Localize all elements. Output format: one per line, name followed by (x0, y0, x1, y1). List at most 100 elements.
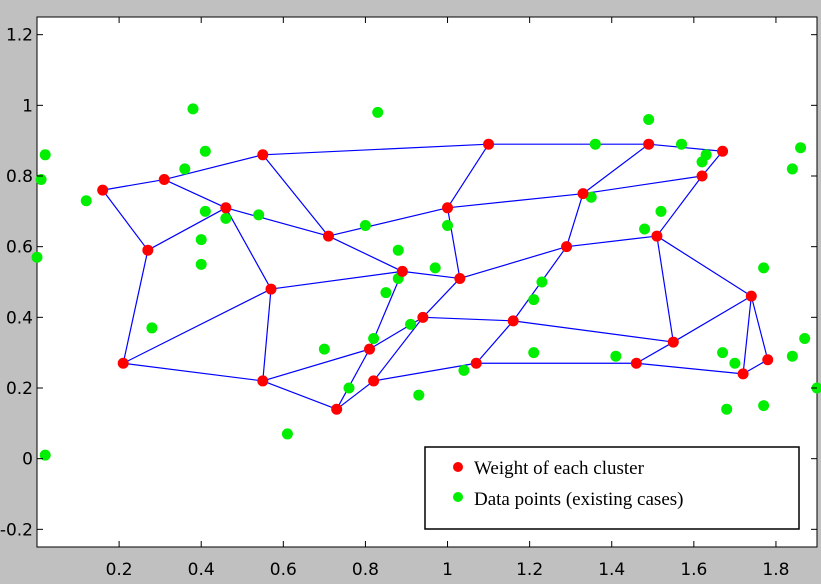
data-point-12 (253, 209, 265, 221)
edge-30 (262, 154, 329, 237)
weight-point-26 (470, 357, 482, 369)
weight-point-12 (117, 357, 129, 369)
edge-33 (336, 348, 371, 410)
x-tick-label-3: 0.8 (352, 560, 379, 580)
edge-41 (475, 320, 514, 364)
data-point-27 (528, 294, 540, 306)
edge-14 (566, 235, 657, 248)
data-point-29 (528, 347, 540, 359)
data-point-20 (392, 244, 404, 256)
y-tick-label-2: 0.2 (6, 379, 33, 399)
data-point-13 (146, 322, 158, 334)
edge-27 (164, 178, 227, 209)
weight-point-7 (220, 202, 232, 214)
y-tick-label-5: 0.8 (6, 167, 33, 187)
x-tick-label-5: 1.2 (516, 560, 543, 580)
x-tick-label-7: 1.6 (680, 560, 707, 580)
edge-17 (422, 316, 514, 322)
data-point-19 (380, 287, 392, 299)
edge-35 (446, 207, 461, 279)
edge-13 (459, 246, 567, 280)
edge-21 (373, 362, 477, 382)
data-point-18 (368, 333, 380, 345)
edge-49 (123, 362, 263, 382)
data-point-28 (536, 276, 548, 288)
weight-point-28 (737, 368, 749, 380)
data-point-30 (589, 138, 601, 150)
edge-1 (164, 154, 263, 181)
data-points (31, 103, 821, 461)
data-point-35 (655, 205, 667, 217)
weight-point-27 (630, 357, 642, 369)
y-axis-ticks: -0.2 0 0.2 0.4 0.6 0.8 1 1.2 (0, 26, 817, 540)
weight-point-11 (696, 170, 708, 182)
data-point-45 (786, 163, 798, 175)
edge-47 (742, 296, 752, 374)
weight-point-6 (142, 244, 154, 256)
y-tick-label-7: 1.2 (6, 26, 33, 46)
edge-29 (262, 289, 272, 381)
data-point-38 (700, 149, 712, 161)
weight-points (97, 138, 774, 415)
x-tick-label-0: 0.2 (106, 560, 133, 580)
data-point-16 (372, 106, 384, 118)
data-point-25 (442, 219, 454, 231)
weight-point-13 (265, 283, 277, 295)
y-tick-label-1: 0 (22, 450, 33, 470)
edge-6 (225, 207, 329, 237)
weight-point-24 (331, 403, 343, 415)
edge-38 (582, 143, 650, 195)
data-point-11 (220, 212, 232, 224)
weight-point-22 (667, 336, 679, 348)
weight-point-8 (322, 230, 334, 242)
data-point-44 (786, 350, 798, 362)
edge-44 (656, 235, 674, 343)
weight-point-3 (483, 138, 495, 150)
weight-point-0 (97, 184, 109, 196)
data-point-5 (187, 103, 199, 115)
data-point-42 (758, 262, 770, 274)
legend-box (424, 446, 800, 530)
data-point-7 (199, 145, 211, 157)
weight-point-15 (454, 272, 466, 284)
network-edges (102, 143, 769, 410)
data-point-26 (458, 364, 470, 376)
edge-20 (336, 380, 374, 410)
x-tick-label-6: 1.4 (598, 560, 625, 580)
data-point-24 (429, 262, 441, 274)
weight-point-9 (442, 202, 454, 214)
edge-28 (225, 207, 272, 290)
weight-point-4 (643, 138, 655, 150)
legend: Weight of each cluster Data points (exis… (424, 446, 800, 530)
edge-50 (262, 380, 337, 410)
edge-19 (673, 295, 752, 343)
edge-31 (328, 235, 403, 272)
data-point-17 (359, 219, 371, 231)
data-point-0 (35, 174, 47, 186)
weight-point-19 (364, 343, 376, 355)
weight-point-5 (717, 145, 729, 157)
edge-15 (262, 348, 370, 382)
weight-point-16 (561, 241, 573, 253)
edge-2 (262, 143, 489, 156)
weight-point-10 (577, 188, 589, 200)
data-point-46 (795, 142, 807, 154)
edge-39 (566, 193, 584, 247)
data-point-34 (643, 113, 655, 125)
data-point-15 (318, 343, 330, 355)
data-point-9 (195, 258, 207, 270)
data-point-47 (799, 333, 811, 345)
data-point-2 (31, 251, 43, 263)
data-point-23 (413, 389, 425, 401)
x-tick-label-2: 0.6 (270, 560, 297, 580)
weight-point-25 (368, 375, 380, 387)
edge-0 (102, 178, 165, 191)
y-tick-label-3: 0.4 (6, 308, 33, 328)
edge-7 (328, 207, 448, 237)
edge-46 (656, 235, 752, 297)
data-point-41 (729, 357, 741, 369)
edge-23 (636, 362, 744, 375)
data-point-36 (676, 138, 688, 150)
edge-8 (447, 193, 584, 209)
edge-11 (270, 270, 403, 290)
